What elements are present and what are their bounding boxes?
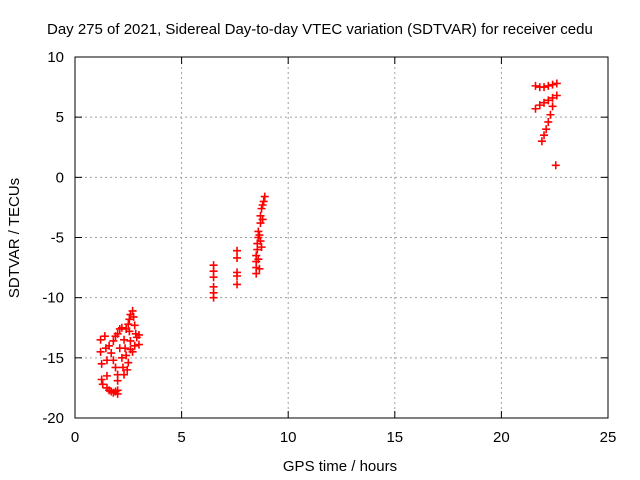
y-tick-label: 0 [56, 169, 64, 186]
x-axis-label: GPS time / hours [283, 458, 397, 475]
data-point [111, 363, 120, 372]
y-tick-label: 10 [47, 49, 64, 66]
x-tick-label: 0 [71, 429, 79, 446]
data-point [126, 336, 135, 345]
data-point [113, 389, 122, 398]
data-point [134, 330, 143, 339]
x-tick-label: 10 [280, 429, 297, 446]
data-point [100, 332, 109, 341]
data-point [259, 197, 268, 206]
data-point [531, 81, 540, 90]
data-point [120, 335, 129, 344]
grid [75, 57, 608, 418]
data-point [113, 376, 122, 385]
data-point [257, 243, 266, 252]
data-point [209, 273, 218, 282]
data-point [128, 347, 137, 356]
data-point [544, 117, 553, 126]
data-point [124, 358, 133, 367]
data-point [97, 375, 106, 384]
data-point [121, 344, 130, 353]
data-point [548, 80, 557, 89]
data-point [544, 96, 553, 105]
data-point [120, 370, 129, 379]
y-axis-label: SDTVAR / TECUs [6, 178, 23, 298]
data-point [102, 371, 111, 380]
data-point [546, 110, 555, 119]
data-point [105, 341, 114, 350]
data-point [254, 255, 263, 264]
data-point [535, 101, 544, 110]
ticks: 0 5 10 15 20 25 -20 -15 -10 -5 0 5 10 [42, 49, 616, 446]
data-point [130, 341, 139, 350]
data-point [130, 321, 139, 330]
data-point [540, 98, 549, 107]
y-tick-label: -15 [42, 350, 64, 367]
data-point [233, 280, 242, 289]
x-tick-label: 5 [177, 429, 185, 446]
data-point [256, 237, 265, 246]
data-point [118, 363, 127, 372]
data-point [113, 329, 122, 338]
data-point [551, 161, 560, 170]
x-tick-label: 15 [386, 429, 403, 446]
data-point [125, 327, 134, 336]
data-point [98, 380, 107, 389]
data-point [117, 323, 126, 332]
data-point [129, 312, 138, 321]
y-tick-label: -10 [42, 290, 64, 307]
data-point [257, 204, 266, 213]
data-point [544, 81, 553, 90]
data-point [548, 93, 557, 102]
data-point [537, 137, 546, 146]
data-point [260, 192, 269, 201]
data-point [125, 315, 134, 324]
data-point [96, 335, 105, 344]
data-point [107, 349, 116, 358]
data-point [258, 215, 267, 224]
data-point [134, 340, 143, 349]
y-tick-label: -5 [51, 230, 64, 247]
data-point [117, 353, 126, 362]
x-tick-label: 25 [600, 429, 617, 446]
data-point [97, 359, 106, 368]
data-point [255, 231, 264, 240]
data-point [209, 293, 218, 302]
data-point [548, 102, 557, 111]
y-tick-label: 5 [56, 109, 64, 126]
data-point [233, 272, 242, 281]
data-point [542, 125, 551, 134]
data-point [552, 79, 561, 88]
data-point [123, 365, 132, 374]
data-point [109, 356, 118, 365]
data-point [552, 91, 561, 100]
data-point [531, 104, 540, 113]
data-point [258, 201, 267, 210]
data-point [540, 131, 549, 140]
data-point [128, 306, 137, 315]
data-point [233, 253, 242, 262]
data-point [124, 320, 133, 329]
y-tick-label: -20 [42, 410, 64, 427]
data-point [96, 347, 105, 356]
data-point [233, 246, 242, 255]
data-point [255, 264, 264, 273]
x-tick-label: 20 [493, 429, 510, 446]
data-point [254, 227, 263, 236]
data-point [109, 336, 118, 345]
data-point [122, 351, 131, 360]
data-point [540, 83, 549, 92]
chart-title: Day 275 of 2021, Sidereal Day-to-day VTE… [47, 21, 593, 38]
data-points [96, 79, 561, 398]
